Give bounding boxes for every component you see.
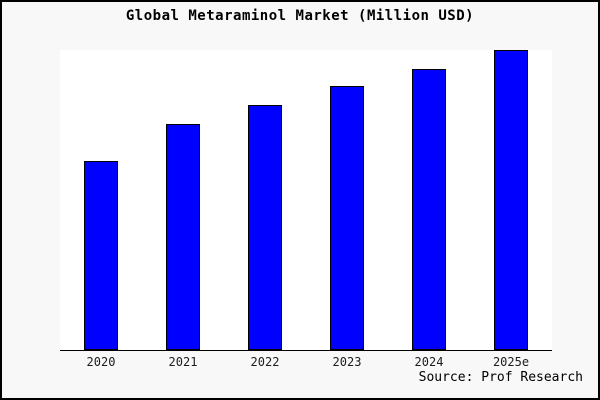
source-credit: Source: Prof Research	[418, 370, 583, 385]
bar-column-2023	[306, 50, 388, 350]
x-tick-label-2024: 2024	[414, 355, 444, 369]
x-tick-label-2025e: 2025e	[492, 355, 530, 369]
plot-area	[60, 50, 552, 351]
bar-2021	[166, 124, 200, 350]
x-tick-label-2022: 2022	[250, 355, 280, 369]
bar-2024	[412, 69, 446, 350]
x-tick-label-2021: 2021	[168, 355, 198, 369]
bar-column-2020	[60, 50, 142, 350]
bar-2025e	[494, 50, 528, 350]
bar-column-2021	[142, 50, 224, 350]
bar-column-2024	[388, 50, 470, 350]
x-tick-label-2023: 2023	[332, 355, 362, 369]
x-axis-labels: 2020 2021 2022 2023 2024 2025e	[60, 355, 552, 369]
bar-column-2022	[224, 50, 306, 350]
bar-2020	[84, 161, 118, 350]
bar-column-2025e	[470, 50, 552, 350]
chart-title: Global Metaraminol Market (Million USD)	[125, 8, 475, 24]
bar-2023	[330, 86, 364, 350]
x-tick-label-2020: 2020	[86, 355, 116, 369]
bar-2022	[248, 105, 282, 350]
